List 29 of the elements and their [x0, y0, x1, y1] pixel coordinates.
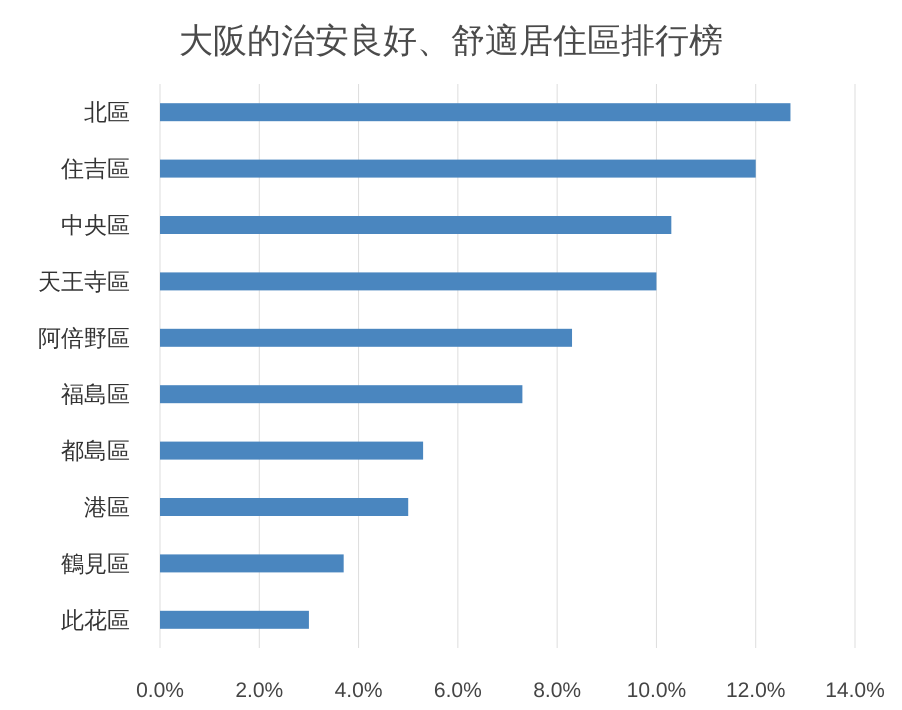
- x-tick-label: 12.0%: [726, 679, 786, 702]
- y-tick-label: 天王寺區: [38, 269, 130, 296]
- bar: [160, 216, 672, 234]
- y-tick-label: 北區: [84, 100, 130, 126]
- bar: [160, 385, 522, 404]
- y-tick-label: 港區: [84, 495, 130, 521]
- x-tick-label: 14.0%: [825, 679, 885, 702]
- y-tick-label: 住吉區: [60, 156, 130, 183]
- x-tick-label: 10.0%: [626, 679, 686, 702]
- y-tick-label: 福島區: [61, 382, 130, 408]
- y-tick-label: 都島區: [61, 438, 130, 465]
- bar: [160, 498, 408, 516]
- y-tick-label: 鶴見區: [61, 551, 130, 578]
- y-tick-label: 阿倍野區: [38, 326, 130, 352]
- bar: [160, 160, 756, 178]
- bar: [160, 442, 424, 460]
- x-tick-label: 2.0%: [235, 679, 284, 702]
- bar: [160, 272, 656, 290]
- bar: [160, 328, 572, 347]
- chart-title: 大阪的治安良好、舒適居住區排行榜: [179, 21, 723, 61]
- x-tick-label: 0.0%: [136, 679, 184, 702]
- bar: [160, 554, 344, 572]
- y-tick-label: 中央區: [61, 213, 130, 239]
- x-tick-label: 4.0%: [334, 679, 383, 702]
- bar: [160, 103, 790, 122]
- x-tick-label: 6.0%: [434, 679, 482, 702]
- bar: [160, 610, 309, 629]
- x-tick-label: 8.0%: [533, 679, 582, 702]
- y-tick-label: 此花區: [61, 608, 130, 634]
